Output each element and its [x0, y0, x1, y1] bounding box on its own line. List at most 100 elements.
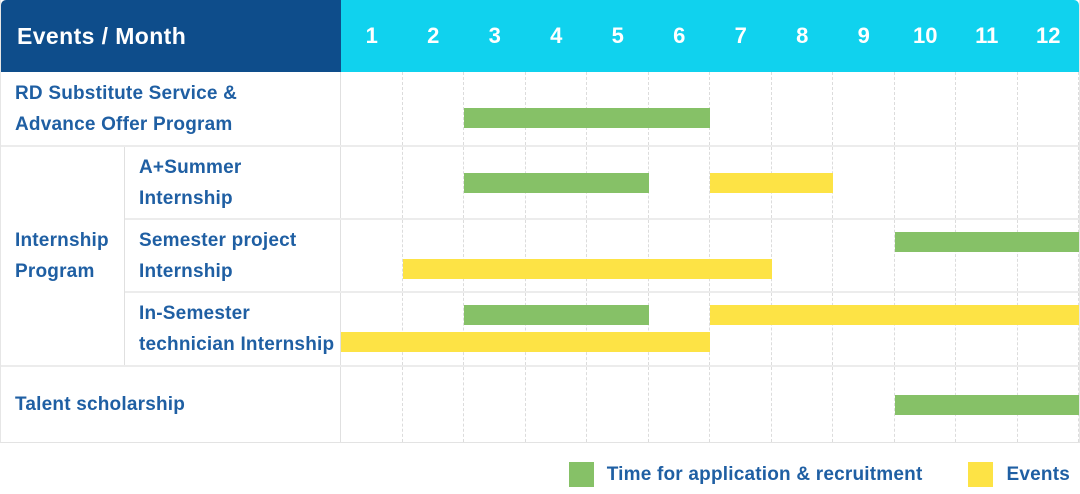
month-gridcell — [403, 293, 464, 365]
table-row: RD Substitute Service & Advance Offer Pr… — [1, 72, 1079, 147]
row-label-cell-a-summer: A+Summer Internship — [125, 147, 341, 218]
month-header-cell: 3 — [488, 23, 501, 48]
month-gridcell — [1018, 220, 1079, 291]
month-gridcell — [403, 72, 464, 145]
month-gridcell — [833, 220, 895, 291]
row-label: In-Semester technician Internship — [139, 303, 335, 355]
month-gridcell — [526, 367, 587, 442]
month-gridcell — [587, 220, 649, 291]
month-header-cell: 8 — [796, 23, 809, 48]
table-row: A+Summer Internship — [125, 147, 1079, 220]
month-gridcell — [649, 147, 710, 218]
month-gridcell — [649, 220, 710, 291]
row-label: A+Summer Internship — [139, 156, 242, 209]
month-gridcell — [833, 293, 895, 365]
timeline-track — [341, 220, 1079, 291]
month-header-cell: 9 — [857, 23, 870, 48]
month-axis-header: 1 2 3 4 5 6 7 8 9 10 11 12 — [341, 0, 1079, 72]
month-gridcell — [895, 293, 956, 365]
month-header-cell: 1 — [365, 23, 378, 48]
application-period-bar — [464, 305, 649, 325]
row-label-cell-rd-substitute: RD Substitute Service & Advance Offer Pr… — [1, 72, 341, 145]
month-gridcell — [772, 220, 833, 291]
month-gridcell — [464, 220, 526, 291]
row-label-cell-in-semester-technician: In-Semester technician Internship — [125, 293, 341, 365]
month-gridcell — [403, 147, 464, 218]
legend-item-events: Events — [968, 462, 1070, 487]
month-gridcell — [341, 220, 403, 291]
row-label: Talent scholarship — [15, 394, 186, 415]
header-title: Events / Month — [17, 22, 187, 49]
timeline-track — [341, 367, 1079, 442]
internship-program-group: Internship Program A+Summer Internship S… — [1, 147, 1079, 367]
legend: Time for application & recruitment Event… — [0, 443, 1080, 487]
month-gridcell — [464, 367, 526, 442]
month-header-cell: 11 — [975, 23, 999, 48]
legend-item-application: Time for application & recruitment — [568, 462, 923, 487]
month-gridcell — [403, 367, 464, 442]
event-color-swatch — [968, 462, 994, 487]
month-gridcell — [341, 72, 403, 145]
timeline-track — [341, 147, 1079, 218]
month-gridcell — [956, 220, 1018, 291]
group-subrows: A+Summer Internship Semester project Int… — [125, 147, 1079, 365]
month-gridcell — [772, 293, 833, 365]
month-gridcell — [895, 72, 956, 145]
month-gridcell — [710, 72, 772, 145]
month-header-cell: 7 — [734, 23, 747, 48]
month-gridcell — [772, 72, 833, 145]
month-header-cell: 4 — [550, 23, 563, 48]
month-gridcell — [833, 147, 895, 218]
row-label: RD Substitute Service & Advance Offer Pr… — [15, 82, 238, 135]
month-gridcell — [1018, 147, 1079, 218]
table-row: In-Semester technician Internship — [125, 293, 1079, 365]
table-row: Semester project Internship — [125, 220, 1079, 293]
month-gridcell — [833, 367, 895, 442]
month-header-cell: 2 — [427, 23, 440, 48]
timeline-track — [341, 72, 1079, 145]
table-header-row: Events / Month 1 2 3 4 5 6 7 8 9 10 11 12 — [1, 0, 1079, 72]
group-label: Internship Program — [15, 230, 109, 282]
legend-label: Time for application & recruitment — [606, 463, 923, 485]
event-period-bar — [710, 172, 833, 193]
event-period-bar — [402, 259, 772, 279]
events-month-header-cell: Events / Month — [1, 0, 341, 72]
month-gridcell — [895, 220, 956, 291]
group-label-cell-internship-program: Internship Program — [1, 147, 125, 365]
legend-label: Events — [1006, 463, 1070, 485]
month-gridcell — [526, 293, 587, 365]
month-gridcell — [649, 367, 710, 442]
application-period-bar — [464, 108, 710, 128]
application-period-bar — [894, 394, 1079, 415]
month-header-cell: 5 — [611, 23, 624, 48]
month-gridcell — [1018, 72, 1079, 145]
schedule-table: Events / Month 1 2 3 4 5 6 7 8 9 10 11 12 RD Substi… — [0, 0, 1080, 443]
month-gridcell — [587, 293, 649, 365]
month-gridcell — [956, 72, 1018, 145]
month-header-cell: 10 — [913, 23, 938, 48]
month-gridcell — [956, 293, 1018, 365]
month-gridcell — [1018, 293, 1079, 365]
application-color-swatch — [568, 462, 594, 487]
event-period-bar — [710, 305, 1079, 325]
month-gridcell — [526, 220, 587, 291]
month-gridcell — [403, 220, 464, 291]
month-gridcell — [895, 147, 956, 218]
table-row: Talent scholarship — [1, 367, 1079, 442]
row-label-cell-semester-project: Semester project Internship — [125, 220, 341, 291]
row-label-cell-talent-scholarship: Talent scholarship — [1, 367, 341, 442]
month-gridcell — [341, 293, 403, 365]
month-gridcell — [649, 293, 710, 365]
month-gridcell — [956, 147, 1018, 218]
month-gridcell — [710, 367, 772, 442]
month-header-cell: 6 — [673, 23, 686, 48]
month-gridcell — [833, 72, 895, 145]
month-gridcell — [587, 367, 649, 442]
month-header-cell: 12 — [1036, 23, 1061, 48]
month-gridcell — [341, 367, 403, 442]
application-period-bar — [894, 232, 1079, 252]
row-label: Semester project Internship — [139, 229, 297, 282]
month-gridcell — [710, 220, 772, 291]
month-gridcell — [772, 367, 833, 442]
